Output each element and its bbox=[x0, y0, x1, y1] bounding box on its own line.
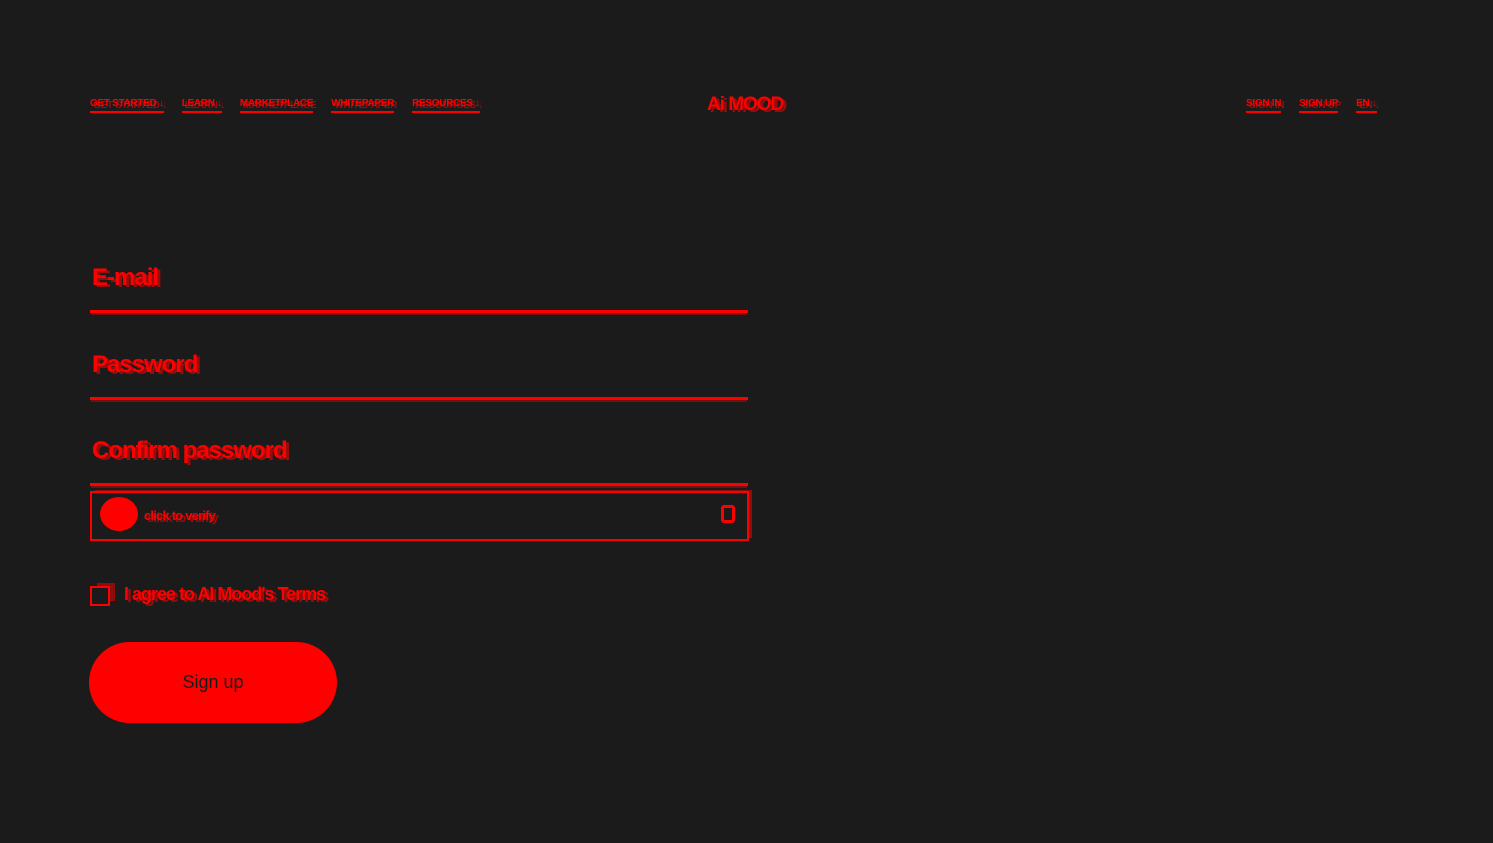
captcha-text: click to verify bbox=[144, 508, 216, 523]
nav-link[interactable]: WHITEPAPER bbox=[331, 98, 394, 113]
field-label: Confirm password bbox=[92, 437, 288, 464]
nav-link[interactable]: SIGN IN bbox=[1246, 98, 1281, 113]
password-field[interactable]: Password bbox=[90, 347, 748, 400]
nav-link[interactable]: RESOURCES ↓ bbox=[412, 98, 480, 113]
nav-link[interactable]: MARKETPLACE bbox=[239, 98, 314, 113]
nav-left: GET STARTED ↓ LEARN ↓ MARKETPLACE WHITEP… bbox=[90, 98, 480, 113]
captcha-dot bbox=[100, 497, 138, 531]
nav-link[interactable]: GET STARTED ↓ bbox=[90, 98, 164, 113]
nav-right: SIGN IN SIGN UP EN ↓ bbox=[1246, 98, 1377, 113]
nav-link[interactable]: LEARN ↓ bbox=[181, 98, 222, 113]
confirm-field[interactable]: Confirm password bbox=[90, 433, 748, 486]
nav-link[interactable]: SIGN UP bbox=[1299, 98, 1338, 113]
captcha[interactable]: click to verify bbox=[90, 491, 749, 541]
field-label: Password bbox=[92, 351, 198, 378]
logo[interactable]: Ai MOOD bbox=[707, 94, 784, 115]
nav-link[interactable]: EN ↓ bbox=[1356, 98, 1377, 113]
captcha-icon bbox=[721, 505, 735, 523]
terms-label: I agree to AI Mood's Terms bbox=[124, 584, 326, 604]
field-label: E-mail bbox=[92, 264, 159, 291]
email-field[interactable]: E-mail bbox=[90, 260, 748, 313]
signup-button[interactable]: Sign up bbox=[89, 642, 337, 723]
checkbox[interactable] bbox=[90, 586, 110, 606]
